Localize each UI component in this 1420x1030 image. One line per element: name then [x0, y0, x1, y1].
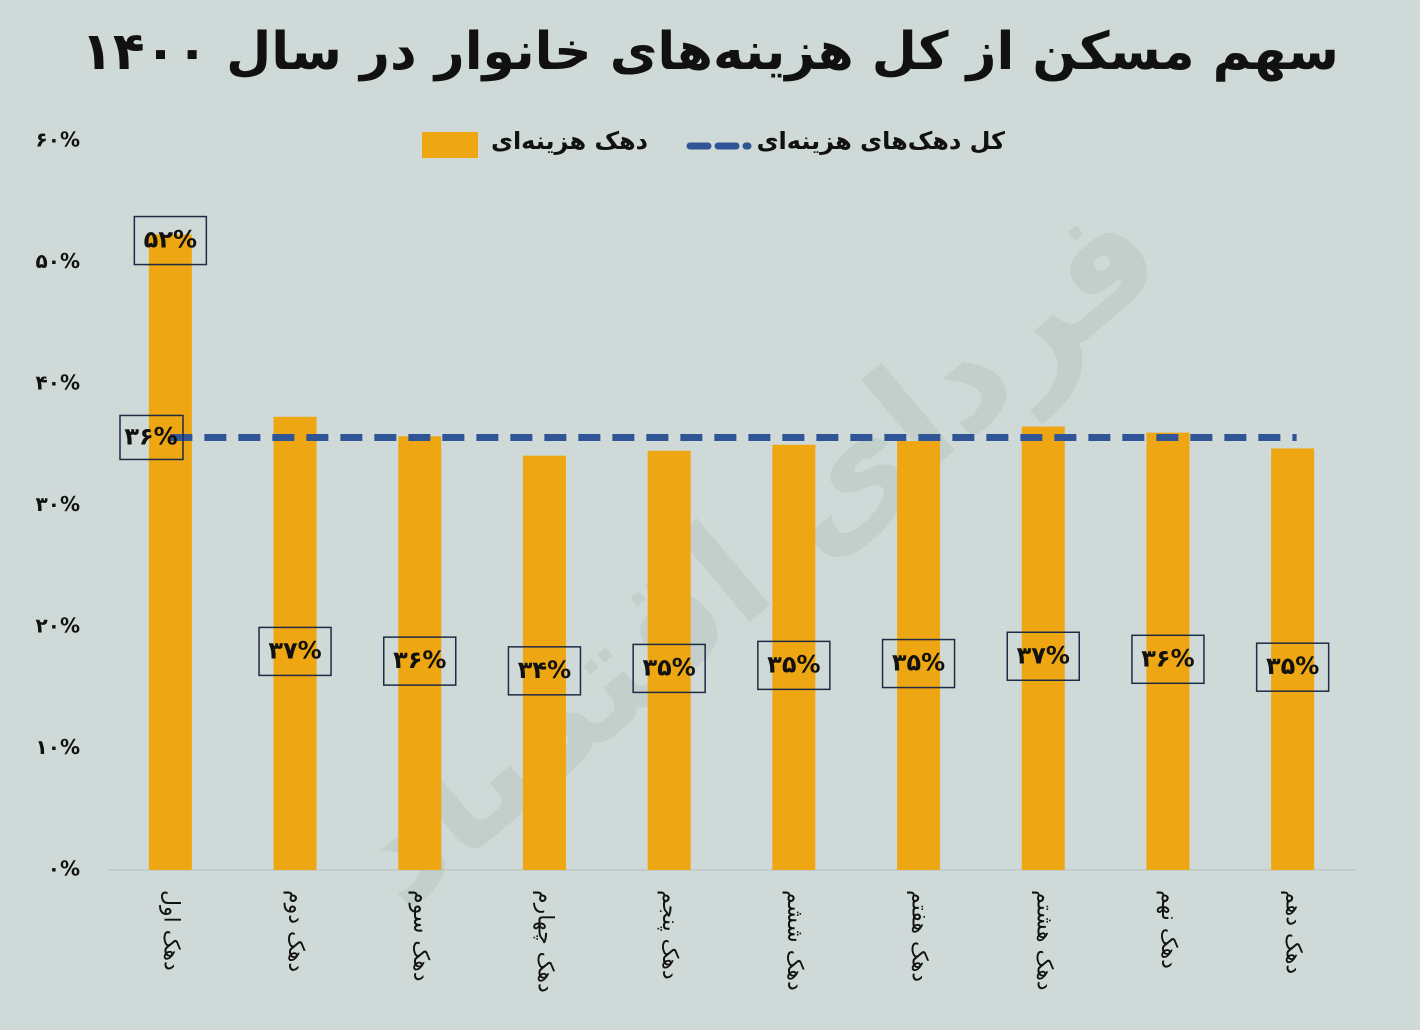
- value-label: ۳۷%: [1017, 641, 1070, 669]
- value-label-box: [133, 215, 208, 266]
- value-label: ۳۵%: [892, 649, 945, 677]
- x-tick-label: دهک سوم: [408, 890, 433, 982]
- value-label: ۵۲%: [144, 226, 197, 254]
- x-tick-label: دهک دهم: [1281, 890, 1306, 974]
- value-label-box: [881, 638, 956, 689]
- x-tick-label: دهک چهارم: [532, 890, 557, 993]
- value-label: ۳۴%: [518, 656, 571, 684]
- value-label-box: [258, 626, 332, 677]
- value-label-box: [383, 636, 457, 686]
- y-tick-label: ۶۰%: [36, 128, 80, 152]
- value-label-box: [1006, 631, 1080, 682]
- x-tick-label: دهک دوم: [283, 890, 308, 972]
- y-tick-label: ۲۰%: [36, 614, 80, 638]
- reference-label: ۳۶%: [124, 422, 177, 450]
- y-tick-label: ۳۰%: [36, 492, 80, 516]
- legend-label: کل دهک‌های هزینه‌ای: [757, 127, 1005, 155]
- value-label: ۳۵%: [642, 653, 695, 681]
- bar: [522, 455, 566, 870]
- bar: [1271, 448, 1315, 870]
- value-label: ۳۶%: [393, 646, 446, 674]
- bar: [897, 441, 941, 870]
- bar: [398, 436, 442, 870]
- value-label-box: [507, 646, 582, 696]
- value-label-box: [1131, 634, 1205, 685]
- value-label: ۳۵%: [1266, 652, 1319, 680]
- x-tick-label: دهک اول: [158, 890, 183, 971]
- chart-title: سهم مسکن از کل هزینه‌های خانوار در سال ۱…: [81, 22, 1339, 82]
- value-label-box: [757, 640, 831, 691]
- y-tick-label: ۵۰%: [36, 249, 80, 273]
- value-label: ۳۷%: [268, 636, 321, 664]
- bar: [148, 234, 192, 870]
- reference-label-box: [119, 414, 184, 461]
- x-tick-label: دهک هفتم: [907, 890, 932, 982]
- y-tick-label: ۰%: [48, 857, 80, 881]
- x-tick-label: دهک پنجم: [657, 890, 682, 980]
- x-tick-label: دهک ششم: [782, 890, 807, 991]
- bar: [273, 416, 317, 870]
- bar: [1021, 426, 1065, 870]
- value-label-box: [1255, 642, 1330, 692]
- y-tick-label: ۱۰%: [36, 735, 80, 759]
- value-label: ۳۵%: [767, 650, 820, 678]
- x-tick-label: دهک نهم: [1156, 890, 1181, 969]
- bar: [1146, 432, 1190, 870]
- bar: [772, 444, 816, 870]
- y-tick-label: ۴۰%: [36, 371, 80, 395]
- value-label-box: [632, 643, 706, 694]
- legend-swatch: [422, 132, 478, 158]
- legend-label: دهک هزینه‌ای: [491, 127, 648, 155]
- bar: [647, 450, 691, 870]
- x-tick-label: دهک هشتم: [1031, 890, 1056, 991]
- value-label: ۳۶%: [1141, 644, 1194, 672]
